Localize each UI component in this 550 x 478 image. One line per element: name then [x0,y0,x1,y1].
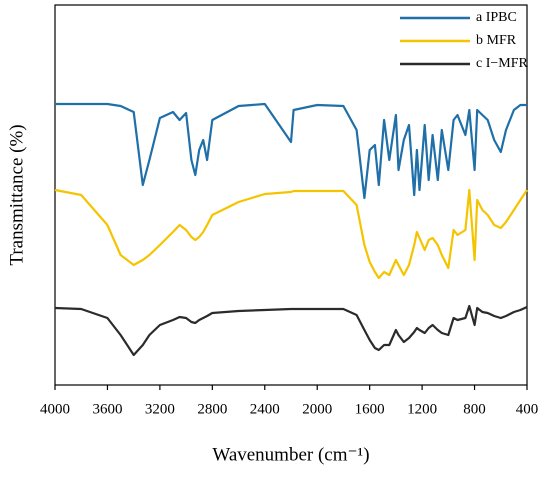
x-tick-label: 2000 [302,401,332,417]
x-tick-label: 2400 [250,401,280,417]
x-tick-label: 800 [463,401,486,417]
y-axis-label: Transmittance (%) [6,124,27,265]
legend-label: c I−MFR [476,56,529,71]
legend-label: b MFR [476,33,517,48]
legend-label: a IPBC [476,10,517,25]
x-axis-label: Wavenumber (cm⁻¹) [212,444,369,465]
series-line [54,188,528,280]
x-tick-label: 2800 [197,401,227,417]
x-tick-label: 3600 [92,401,122,417]
x-tick-label: 1600 [355,401,385,417]
x-tick-label: 3200 [145,401,175,417]
x-tick-label: 4000 [40,401,70,417]
plot-frame [54,4,528,386]
x-tick-label: 1200 [407,401,437,417]
series-line [54,304,528,357]
x-tick-label: 400 [516,401,539,417]
series-line [55,102,527,200]
